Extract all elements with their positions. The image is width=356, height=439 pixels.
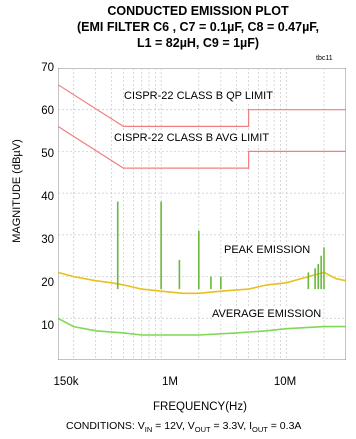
- vout-subscript: OUT: [194, 425, 211, 435]
- y-tick-label: 30: [41, 234, 54, 246]
- vin-subscript: IN: [144, 425, 153, 435]
- y-tick-label: 40: [41, 191, 54, 203]
- series-line-0: [58, 84, 346, 128]
- x-tick-label: 10M: [273, 376, 297, 388]
- figure-tag: tbc11: [316, 55, 333, 62]
- series-layer: [58, 84, 346, 336]
- x-tick-label: 1M: [162, 376, 178, 388]
- series-line-2: [58, 271, 346, 295]
- x-tick-label: 150k: [53, 376, 79, 388]
- y-axis-label: MAGNITUDE (dBµV): [11, 139, 23, 243]
- y-tick-label: 50: [41, 148, 54, 160]
- iout-subscript: OUT: [252, 425, 268, 435]
- series-line-3: [58, 317, 346, 336]
- vout-value: = 3.3V, I: [210, 420, 252, 432]
- avg-limit-annotation: CISPR-22 CLASS B AVG LIMIT: [114, 132, 270, 145]
- vin-value: = 12V, V: [152, 420, 195, 432]
- peak-emission-annotation: PEAK EMISSION: [224, 244, 311, 257]
- plot-area: [58, 68, 346, 360]
- conditions-note: CONDITIONS: VIN = 12V, VOUT = 3.3V, IOUT…: [66, 420, 356, 434]
- y-tick-label: 70: [41, 62, 54, 74]
- chart-title-line-2: (EMI FILTER C6 , C7 = 0.1µF, C8 = 0.47µF…: [76, 20, 320, 34]
- x-axis-label: FREQUENCY(Hz): [153, 401, 247, 413]
- iout-value: = 0.3A: [267, 420, 302, 432]
- y-tick-label: 10: [41, 320, 54, 332]
- average-emission-annotation: AVERAGE EMISSION: [212, 308, 322, 321]
- qp-limit-annotation: CISPR-22 CLASS B QP LIMIT: [124, 90, 273, 103]
- y-tick-label: 20: [41, 277, 54, 289]
- series-line-1: [58, 125, 346, 169]
- conditions-prefix: CONDITIONS: V: [66, 420, 145, 432]
- chart-title-line-3: L1 = 82µH, C9 = 1µF): [136, 36, 260, 50]
- y-tick-label: 60: [41, 105, 54, 117]
- chart-title-line-1: CONDUCTED EMISSION PLOT: [107, 4, 289, 18]
